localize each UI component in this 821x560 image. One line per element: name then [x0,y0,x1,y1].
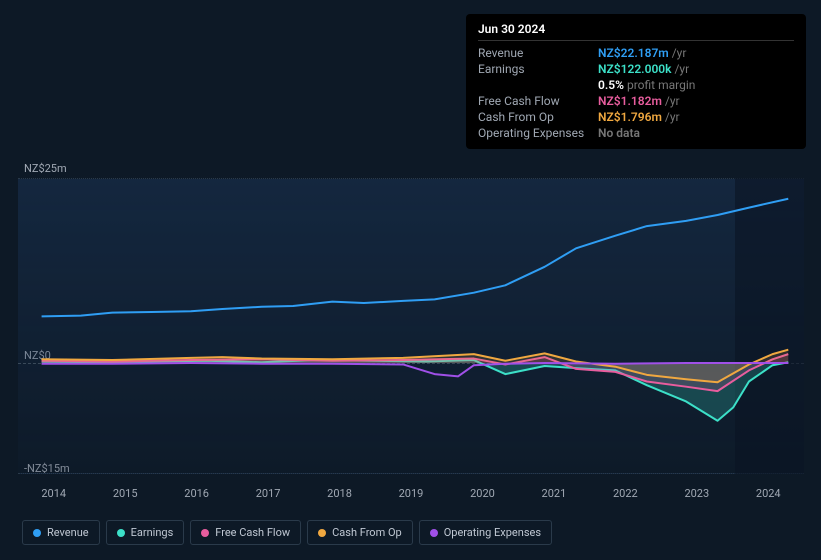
legend-label: Cash From Op [332,526,402,539]
tooltip-row-label: Free Cash Flow [478,94,598,108]
x-tick-2016: 2016 [161,487,232,500]
x-tick-2019: 2019 [375,487,446,500]
legend-label: Free Cash Flow [215,526,290,539]
tooltip-row: EarningsNZ$122.000k/yr [478,61,794,77]
data-tooltip: Jun 30 2024 RevenueNZ$22.187m/yrEarnings… [466,14,806,149]
legend-label: Revenue [47,526,89,539]
tooltip-row: 0.5%profit margin [478,77,794,93]
tooltip-row-label: Revenue [478,46,598,60]
tooltip-row-label: Cash From Op [478,110,598,124]
x-axis: 2014201520162017201820192020202120222023… [18,487,804,500]
tooltip-row-value: NZ$1.796m/yr [598,110,680,124]
x-tick-2023: 2023 [661,487,732,500]
x-tick-2022: 2022 [590,487,661,500]
x-tick-2017: 2017 [232,487,303,500]
tooltip-row: RevenueNZ$22.187m/yr [478,45,794,61]
legend-swatch [117,529,125,537]
tooltip-row-value: NZ$122.000k/yr [598,62,689,76]
x-tick-2021: 2021 [518,487,589,500]
x-tick-2024: 2024 [733,487,804,500]
tooltip-row-value: 0.5%profit margin [598,78,695,92]
legend-item-cash-from-op[interactable]: Cash From Op [307,520,413,545]
tooltip-row: Cash From OpNZ$1.796m/yr [478,109,794,125]
legend-swatch [318,529,326,537]
tooltip-row: Operating ExpensesNo data [478,125,794,141]
legend-swatch [33,529,41,537]
x-tick-2014: 2014 [18,487,89,500]
legend-swatch [430,529,438,537]
tooltip-row-value: NZ$1.182m/yr [598,94,680,108]
x-tick-2015: 2015 [89,487,160,500]
tooltip-date: Jun 30 2024 [478,22,794,41]
y-axis-max-label: NZ$25m [24,162,67,175]
chart-legend: Revenue Earnings Free Cash Flow Cash From O… [22,520,552,545]
tooltip-row-value: NZ$22.187m/yr [598,46,686,60]
tooltip-row-label: Operating Expenses [478,126,598,140]
legend-swatch [201,529,209,537]
legend-label: Operating Expenses [444,526,541,539]
legend-item-revenue[interactable]: Revenue [22,520,100,545]
chart-svg [18,178,804,474]
legend-item-free-cash-flow[interactable]: Free Cash Flow [190,520,301,545]
tooltip-row-value: No data [598,126,640,140]
x-tick-2020: 2020 [447,487,518,500]
tooltip-row-label [478,78,598,92]
tooltip-row: Free Cash FlowNZ$1.182m/yr [478,93,794,109]
tooltip-row-label: Earnings [478,62,598,76]
legend-item-earnings[interactable]: Earnings [106,520,185,545]
x-tick-2018: 2018 [304,487,375,500]
legend-label: Earnings [131,526,174,539]
legend-item-operating-expenses[interactable]: Operating Expenses [419,520,552,545]
